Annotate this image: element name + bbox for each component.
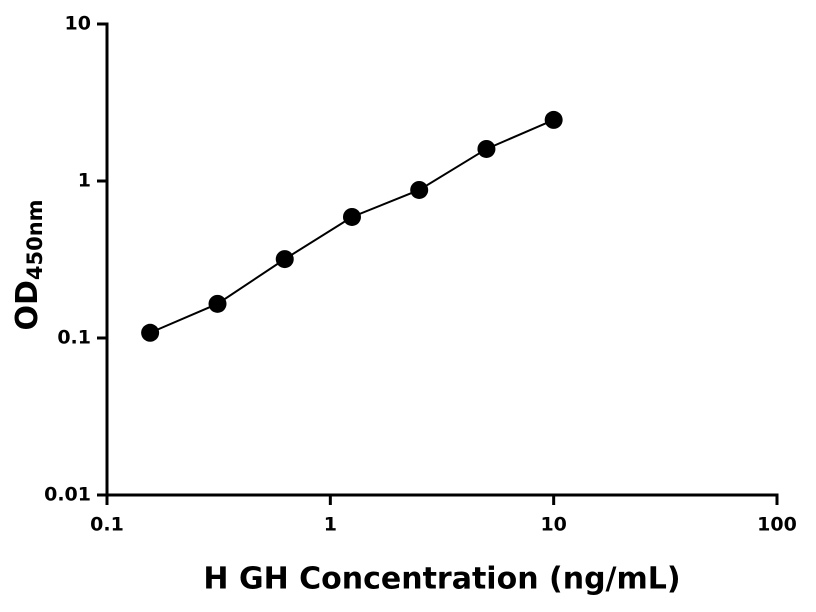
data-point: [477, 139, 496, 158]
x-axis-title: H GH Concentration (ng/mL): [203, 562, 680, 597]
y-tick-label: 0.01: [44, 484, 91, 506]
x-tick-label: 10: [540, 514, 566, 536]
x-tick-label: 1: [324, 514, 337, 536]
y-tick-label: 0.1: [57, 327, 91, 349]
y-axis-title: OD450nm: [10, 199, 48, 330]
y-axis-title-subscript: 450nm: [23, 199, 47, 280]
data-point: [544, 110, 563, 129]
data-point: [141, 323, 160, 342]
y-tick-label: 10: [65, 13, 91, 35]
x-tick-label: 0.1: [90, 514, 124, 536]
data-point: [410, 180, 429, 199]
data-point: [208, 294, 227, 313]
x-tick-label: 100: [757, 514, 797, 536]
y-tick-label: 1: [78, 170, 91, 192]
data-point: [275, 250, 294, 269]
data-point: [342, 207, 361, 226]
y-axis-title-main: OD: [10, 280, 45, 330]
